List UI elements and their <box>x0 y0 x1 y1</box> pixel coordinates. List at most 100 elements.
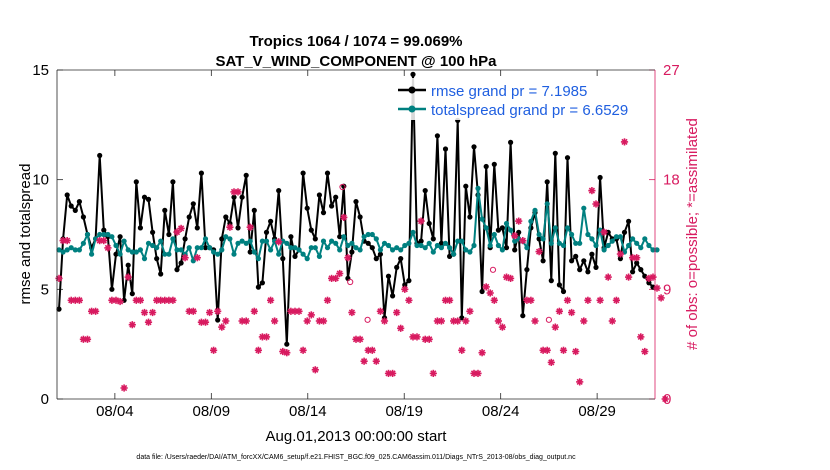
obs-assimilated-marker <box>494 317 502 325</box>
obs-asterisk-stroke <box>336 270 343 277</box>
obs-asterisk-stroke <box>202 319 209 326</box>
totalspread-point <box>64 247 70 253</box>
obs-asterisk-stroke <box>438 317 445 325</box>
plot-area <box>57 70 655 399</box>
x-tick-label: 08/24 <box>482 403 520 420</box>
totalspread-point <box>202 236 209 242</box>
rmse-point <box>434 133 440 139</box>
obs-asterisk-stroke <box>324 297 331 304</box>
obs-assimilated-marker <box>55 274 63 282</box>
rmse-point <box>646 280 652 286</box>
obs-asterisk-stroke <box>234 188 242 196</box>
rmse-point <box>544 179 550 185</box>
obs-asterisk-stroke <box>344 254 352 261</box>
totalspread-point <box>573 240 579 246</box>
rmse-point <box>263 229 270 235</box>
rmse-point <box>373 256 379 262</box>
rmse-point <box>259 280 265 286</box>
obs-asterisk-stroke <box>625 273 632 281</box>
totalspread-point <box>646 242 652 249</box>
obs-assimilated-marker <box>588 187 596 195</box>
totalspread-point <box>385 242 392 249</box>
rmse-point <box>243 172 249 178</box>
rmse-point <box>630 269 636 275</box>
rmse-point <box>324 170 331 176</box>
totalspread-point <box>207 245 213 251</box>
rmse-point <box>642 273 648 279</box>
rmse-point <box>569 258 575 264</box>
rmse-point <box>377 251 383 257</box>
obs-assimilated-marker <box>515 217 523 225</box>
totalspread-point <box>377 247 383 253</box>
obs-assimilated-marker <box>303 317 311 325</box>
obs-asterisk-stroke <box>474 370 482 377</box>
totalspread-point <box>548 240 554 246</box>
obs-assimilated-marker <box>120 384 128 392</box>
totalspread-point <box>418 242 424 249</box>
rmse-point <box>117 234 123 240</box>
obs-asterisk-stroke <box>206 309 213 316</box>
obs-asterisk-stroke <box>120 384 128 392</box>
obs-assimilated-marker <box>250 307 258 315</box>
obs-assimilated-marker <box>490 296 498 304</box>
obs-assimilated-marker <box>360 357 368 365</box>
totalspread-point <box>68 245 74 251</box>
totalspread-point <box>198 245 204 251</box>
obs-possible-marker <box>347 278 354 286</box>
totalspread-point <box>414 242 420 249</box>
totalspread-point <box>638 245 644 251</box>
obs-assimilated-marker <box>262 333 271 341</box>
obs-assimilated-marker <box>612 296 621 304</box>
obs-asterisk-stroke <box>267 297 274 304</box>
obs-asterisk-stroke <box>560 347 567 354</box>
rmse-point <box>268 218 274 224</box>
chart-title: Tropics 1064 / 1074 = 99.069% <box>249 33 462 50</box>
obs-asterisk-stroke <box>295 308 303 315</box>
totalspread-point <box>97 231 103 238</box>
rmse-point <box>320 210 327 216</box>
totalspread-point <box>369 231 375 238</box>
totalspread-point <box>284 240 290 246</box>
obs-assimilated-marker <box>83 335 92 343</box>
obs-assimilated-marker <box>234 188 242 196</box>
obs-asterisk-stroke <box>369 347 376 354</box>
obs-asterisk-stroke <box>609 317 616 325</box>
totalspread-point <box>394 245 400 251</box>
obs-assimilated-marker <box>246 223 254 231</box>
totalspread-point <box>495 242 501 249</box>
totalspread-point <box>129 249 135 255</box>
totalspread-point <box>491 231 497 238</box>
obs-assimilated-marker <box>616 250 625 258</box>
legend-rmse-label: rmse grand pr = 7.1985 <box>431 83 587 100</box>
rmse-point <box>548 278 554 284</box>
obs-asterisk-stroke <box>320 317 327 325</box>
rmse-point <box>581 258 587 264</box>
rmse-point <box>329 203 335 209</box>
totalspread-point <box>512 238 518 244</box>
rmse-point <box>385 273 392 279</box>
rmse-point <box>593 264 599 270</box>
obs-asterisk-stroke <box>568 309 575 316</box>
obs-assimilated-marker <box>222 317 230 325</box>
totalspread-point <box>178 247 184 253</box>
rmse-point <box>499 225 505 231</box>
rmse-point <box>536 236 542 242</box>
obs-asterisk-stroke <box>283 349 290 356</box>
rmse-point <box>125 262 131 268</box>
obs-assimilated-marker <box>563 296 572 304</box>
rmse-point <box>223 214 229 220</box>
totalspread-point <box>451 251 457 257</box>
rmse-point <box>418 238 424 244</box>
obs-assimilated-marker <box>486 289 494 297</box>
obs-assimilated-marker <box>226 223 234 231</box>
obs-assimilated-marker <box>319 317 328 325</box>
totalspread-point <box>626 242 632 249</box>
rmse-point <box>337 234 343 240</box>
rmse-point <box>394 264 400 270</box>
totalspread-point <box>333 240 339 246</box>
obs-asterisk-stroke <box>218 323 225 331</box>
obs-asterisk-stroke <box>393 309 400 316</box>
y-left-tick-label: 15 <box>32 62 49 79</box>
obs-assimilated-marker <box>144 318 153 326</box>
obs-assimilated-marker <box>653 284 661 292</box>
